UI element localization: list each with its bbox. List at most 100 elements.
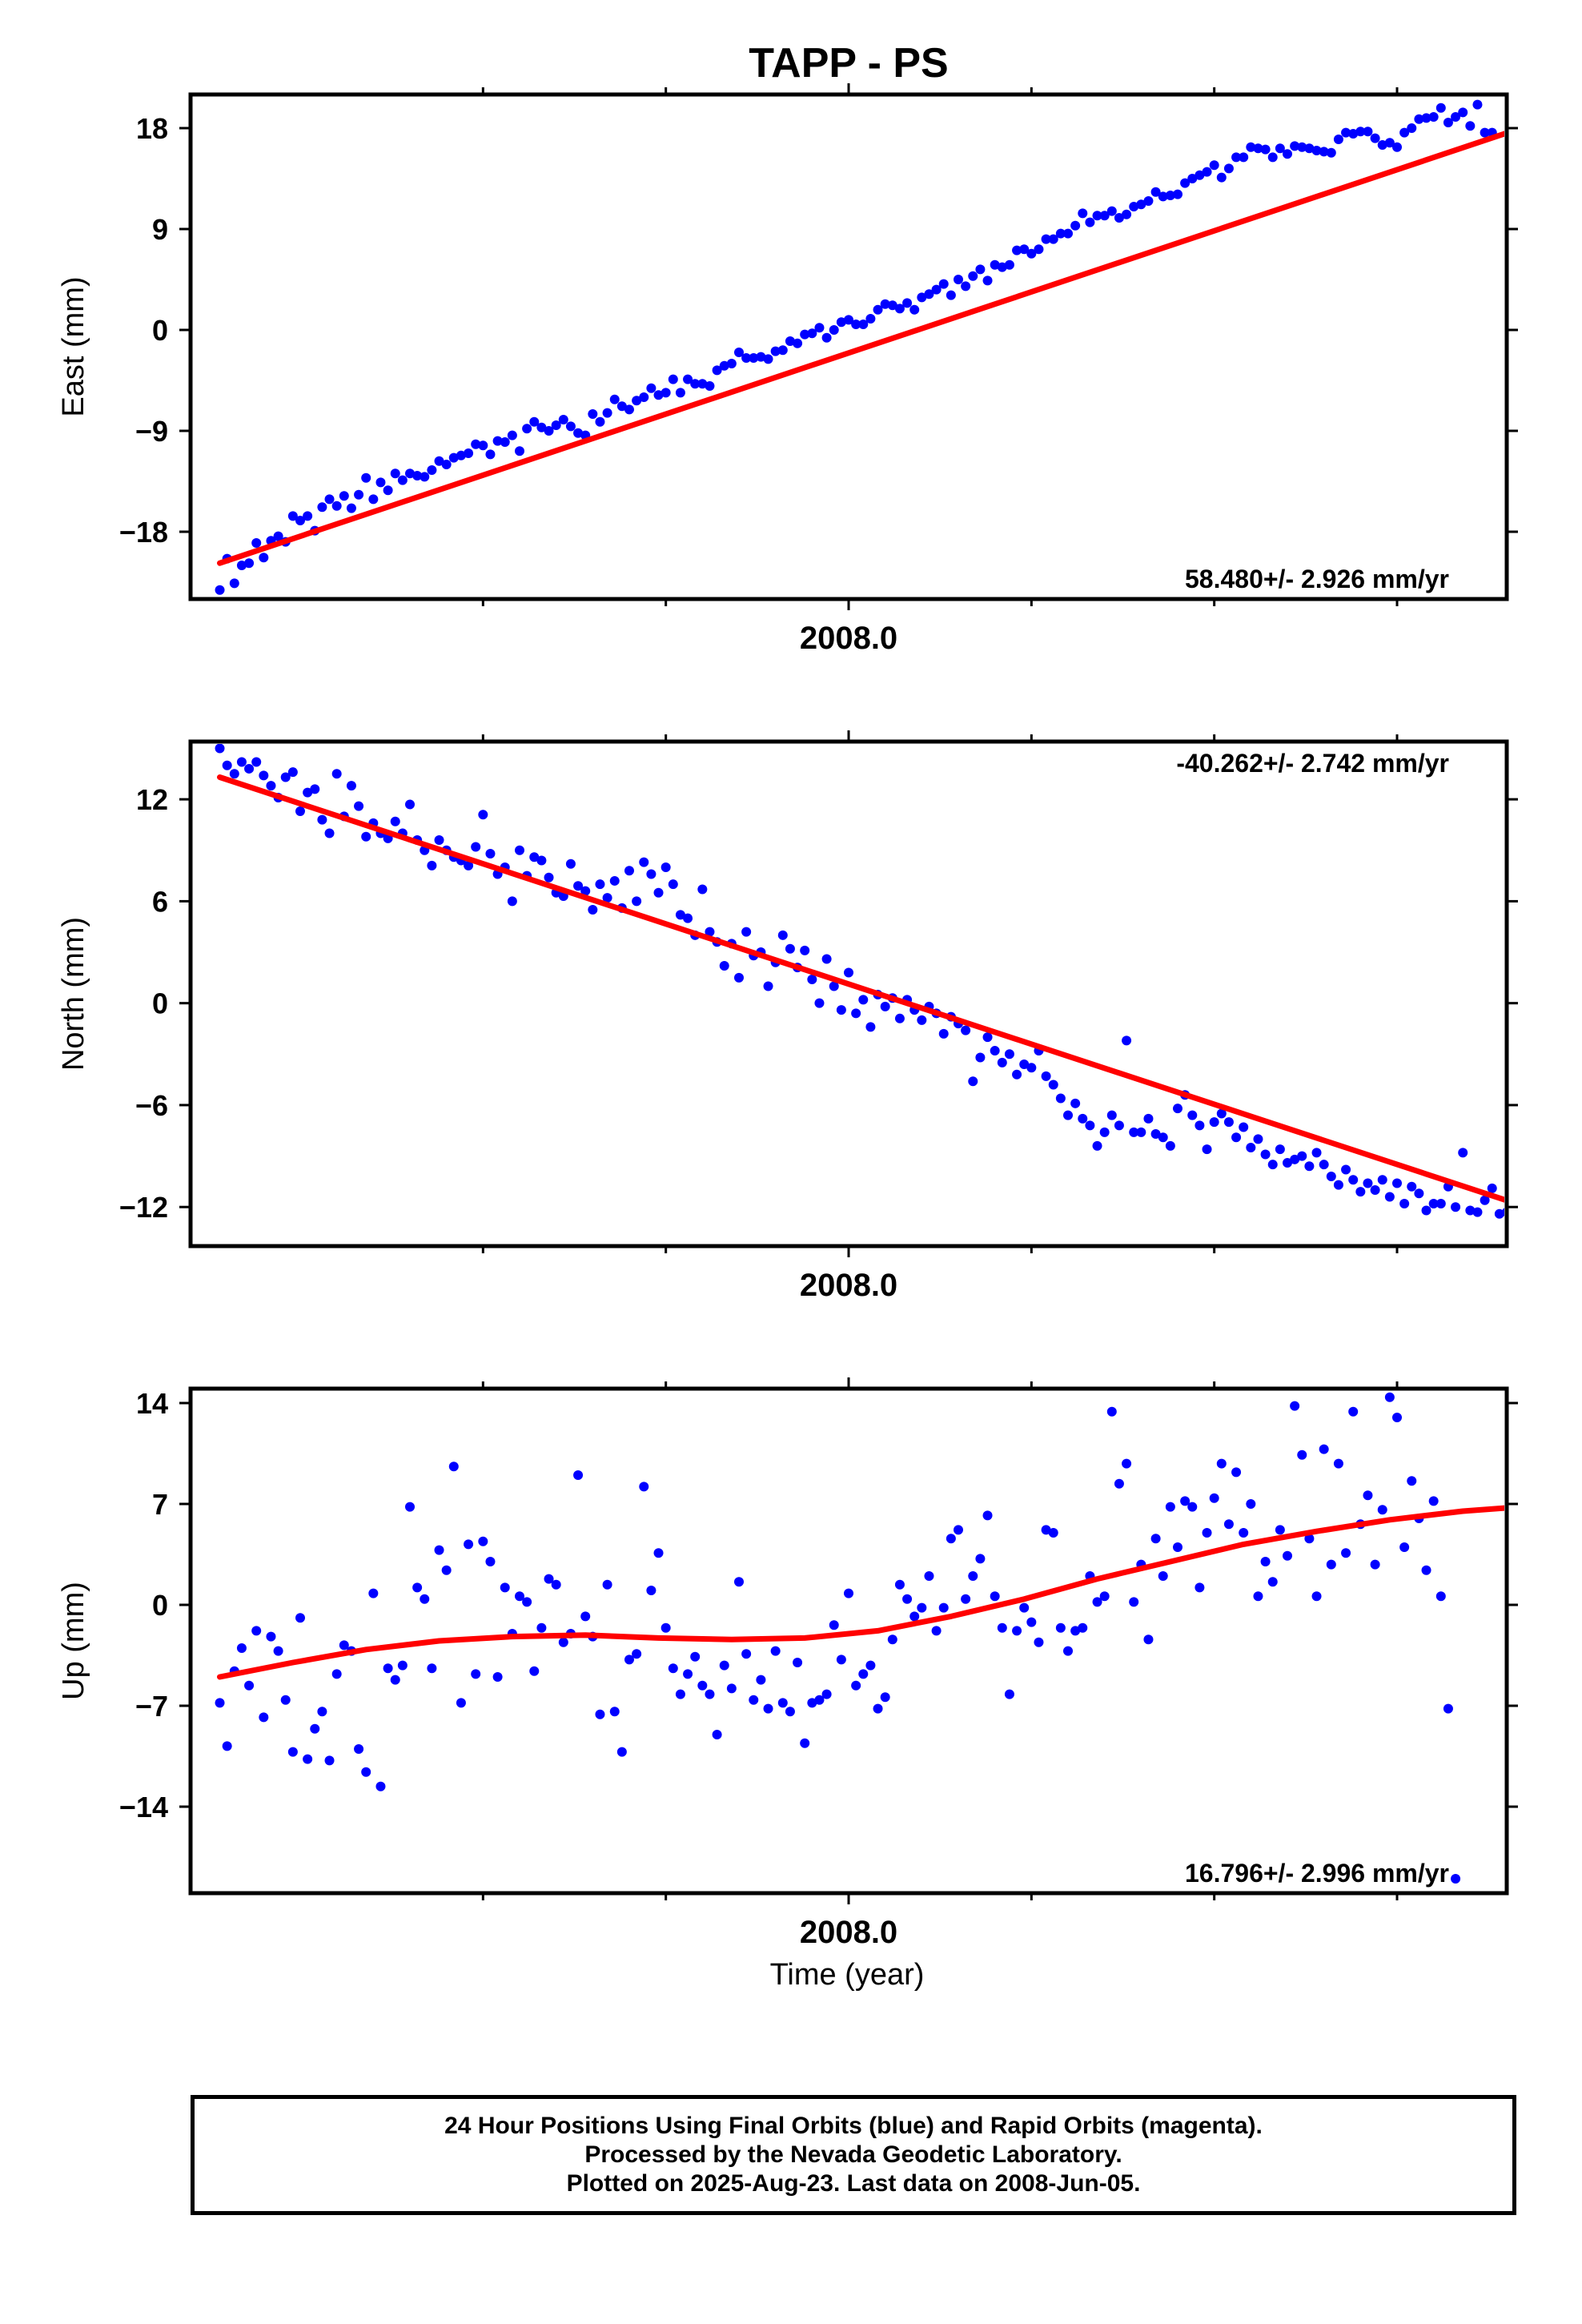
y-tick-label: 7 xyxy=(152,1488,168,1521)
data-point xyxy=(215,1698,225,1708)
data-point xyxy=(829,325,839,335)
data-point xyxy=(734,972,744,983)
data-point xyxy=(324,1755,335,1766)
data-point xyxy=(1195,1582,1205,1593)
data-point xyxy=(1341,1164,1351,1175)
data-point xyxy=(1370,1559,1380,1570)
data-point xyxy=(938,1028,949,1039)
data-point xyxy=(1187,1110,1198,1120)
data-point xyxy=(844,1588,853,1598)
data-point xyxy=(1465,1205,1476,1216)
data-point xyxy=(1465,0,1475,5)
data-point xyxy=(1260,1557,1271,1566)
data-point xyxy=(529,1666,540,1676)
data-point xyxy=(1106,1110,1117,1120)
data-point xyxy=(434,1545,444,1555)
data-point xyxy=(1488,0,1497,5)
data-point xyxy=(478,1536,488,1546)
data-point xyxy=(1480,0,1490,5)
data-point xyxy=(734,348,744,357)
data-point xyxy=(653,390,664,400)
data-point xyxy=(712,365,722,376)
data-point xyxy=(1370,1185,1380,1195)
data-point xyxy=(515,446,524,456)
data-point xyxy=(1223,1519,1234,1530)
data-point xyxy=(668,1663,678,1674)
data-point xyxy=(1078,208,1088,219)
data-point xyxy=(1202,1144,1212,1155)
data-point xyxy=(844,967,853,978)
data-point xyxy=(317,1707,327,1717)
data-point xyxy=(609,1707,620,1717)
data-point xyxy=(1283,1158,1292,1168)
data-point xyxy=(507,896,517,907)
data-point xyxy=(1260,1149,1271,1160)
data-point xyxy=(1173,189,1182,199)
data-point xyxy=(1267,152,1278,163)
data-point xyxy=(390,468,400,479)
data-point xyxy=(1078,1113,1088,1124)
data-point xyxy=(1070,1098,1081,1108)
data-point xyxy=(851,1680,861,1691)
data-point xyxy=(683,913,693,923)
data-point xyxy=(266,1631,276,1642)
data-point xyxy=(434,835,444,846)
data-point xyxy=(1384,1392,1395,1402)
data-point xyxy=(639,392,649,402)
data-point xyxy=(485,449,496,460)
data-point xyxy=(1158,1571,1168,1581)
data-point xyxy=(997,1057,1007,1068)
data-point xyxy=(522,1597,532,1607)
data-point xyxy=(1231,1467,1242,1478)
data-point xyxy=(354,801,364,811)
data-point xyxy=(331,501,342,511)
data-point xyxy=(500,1582,510,1593)
data-point xyxy=(244,1680,255,1691)
data-point xyxy=(1202,1528,1212,1538)
data-point xyxy=(675,388,685,398)
data-point xyxy=(1209,160,1219,171)
data-point xyxy=(236,1643,247,1653)
data-point xyxy=(1333,1458,1343,1469)
data-point xyxy=(303,1754,313,1764)
x-tick-label: 2008.0 xyxy=(800,1268,897,1303)
data-point xyxy=(807,328,817,339)
data-point xyxy=(946,1534,956,1544)
data-point xyxy=(777,930,788,940)
data-point xyxy=(573,428,584,438)
data-point xyxy=(1223,1117,1234,1128)
data-point xyxy=(1136,1127,1146,1137)
data-point xyxy=(697,1680,708,1691)
data-point xyxy=(383,1663,393,1674)
data-point xyxy=(280,772,291,782)
data-point xyxy=(1173,1104,1182,1114)
data-point xyxy=(873,1703,883,1714)
data-point xyxy=(346,781,356,791)
data-point xyxy=(1150,1129,1161,1139)
data-point xyxy=(544,1574,554,1584)
data-point xyxy=(1472,99,1483,110)
data-point xyxy=(1275,1144,1285,1155)
data-point xyxy=(1472,1207,1483,1217)
data-point xyxy=(1392,142,1402,152)
footer-line-processed: Processed by the Nevada Geodetic Laborat… xyxy=(584,2141,1122,2168)
data-point xyxy=(785,943,795,954)
data-point xyxy=(1129,202,1139,211)
data-point xyxy=(354,489,364,500)
data-point xyxy=(1092,211,1102,221)
data-point xyxy=(354,1744,364,1754)
data-point xyxy=(646,383,656,393)
data-point xyxy=(361,472,371,483)
data-point xyxy=(1209,1117,1219,1128)
data-point xyxy=(1114,213,1124,223)
data-point xyxy=(1143,1634,1154,1645)
data-point xyxy=(990,1046,1000,1056)
data-point xyxy=(324,828,335,838)
data-point xyxy=(1443,1703,1453,1714)
data-point xyxy=(448,452,459,463)
panel-frame xyxy=(188,92,1509,601)
data-point xyxy=(741,1649,752,1659)
data-point xyxy=(1297,1151,1307,1161)
data-point xyxy=(427,860,437,870)
data-point xyxy=(1451,1202,1461,1212)
